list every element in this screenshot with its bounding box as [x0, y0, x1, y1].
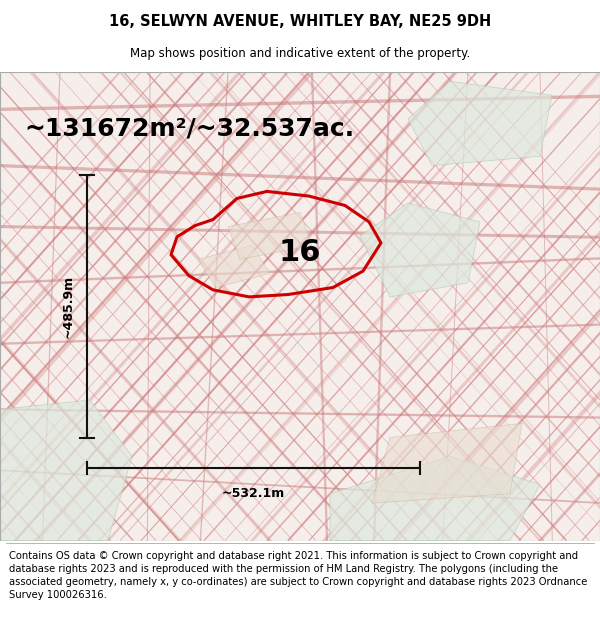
Polygon shape: [198, 245, 270, 288]
Text: ~532.1m: ~532.1m: [222, 488, 285, 500]
Polygon shape: [360, 203, 480, 297]
Polygon shape: [228, 213, 312, 259]
Text: Map shows position and indicative extent of the property.: Map shows position and indicative extent…: [130, 48, 470, 61]
Text: Contains OS data © Crown copyright and database right 2021. This information is : Contains OS data © Crown copyright and d…: [9, 551, 587, 601]
Polygon shape: [330, 456, 540, 541]
Text: ~485.9m: ~485.9m: [61, 275, 74, 338]
Text: 16: 16: [279, 238, 321, 267]
Text: 16, SELWYN AVENUE, WHITLEY BAY, NE25 9DH: 16, SELWYN AVENUE, WHITLEY BAY, NE25 9DH: [109, 14, 491, 29]
Polygon shape: [408, 81, 552, 166]
Polygon shape: [0, 400, 132, 541]
Polygon shape: [372, 424, 522, 503]
Text: ~131672m²/~32.537ac.: ~131672m²/~32.537ac.: [24, 116, 354, 140]
